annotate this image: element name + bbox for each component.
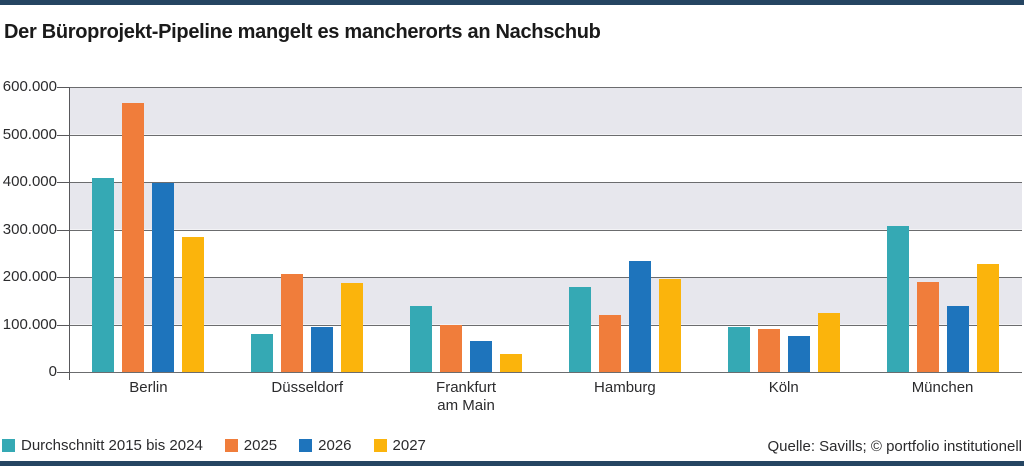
bar-group: [863, 87, 1022, 372]
legend-item: 2027: [373, 437, 426, 454]
y-tick-label: 0: [48, 363, 57, 380]
x-category-label: Frankfurt am Main: [387, 379, 546, 415]
legend-swatch-icon: [224, 439, 238, 452]
bar-group: [69, 87, 228, 372]
bar: [886, 225, 909, 372]
y-tick-label: 500.000: [2, 125, 57, 143]
bar: [976, 263, 999, 372]
bar: [410, 306, 433, 372]
bar: [311, 326, 334, 372]
gridline: [69, 324, 1022, 326]
x-category-label: Berlin: [69, 379, 228, 415]
gridline: [69, 87, 1022, 88]
legend-item: Durchschnitt 2015 bis 2024: [2, 437, 203, 454]
chart-title: Der Büroprojekt-Pipeline mangelt es manc…: [4, 21, 601, 43]
bar: [658, 278, 681, 372]
bar-group: [387, 87, 546, 372]
bar: [251, 334, 274, 372]
bar: [628, 261, 651, 372]
bar: [946, 305, 969, 372]
x-category-label-text: Köln: [768, 379, 799, 396]
legend-item: 2025: [224, 437, 278, 454]
bar: [152, 183, 175, 372]
legend-label: Durchschnitt 2015 bis 2024: [21, 437, 203, 454]
legend-label: 2025: [243, 437, 278, 454]
y-tick-label: 100.000: [2, 315, 57, 333]
y-tick-label: 400.000: [2, 173, 57, 190]
bar: [440, 324, 463, 372]
bottom-border: [0, 461, 1024, 466]
x-category-label: München: [863, 379, 1022, 415]
bar: [281, 273, 304, 372]
bar: [182, 236, 205, 372]
legend-swatch-icon: [373, 439, 387, 452]
gridline: [69, 229, 1022, 231]
bar: [916, 281, 939, 372]
bar: [817, 312, 840, 372]
bar: [598, 315, 621, 372]
y-tick: [57, 134, 69, 136]
bar: [470, 341, 493, 372]
x-category-label-text: Düsseldorf: [271, 379, 344, 396]
gridline: [69, 182, 1022, 183]
gridline: [69, 134, 1022, 136]
x-category-label: Düsseldorf: [228, 379, 387, 415]
y-tick-label: 200.000: [2, 268, 57, 285]
legend-label: 2027: [392, 437, 426, 454]
y-tick-label: 300.000: [2, 220, 57, 238]
y-tick: [57, 324, 69, 326]
x-category-label-text: Frankfurt am Main: [436, 379, 497, 414]
bar: [500, 353, 523, 372]
gridline: [69, 372, 1022, 373]
y-tick: [57, 372, 69, 373]
bar-group: [228, 87, 387, 372]
y-tick: [57, 87, 69, 88]
x-category-label-text: Hamburg: [594, 379, 656, 396]
bar: [92, 178, 115, 372]
legend-swatch-icon: [2, 439, 15, 452]
bar: [787, 336, 810, 372]
y-tick-label: 600.000: [2, 78, 57, 95]
bar-groups: [69, 87, 1022, 372]
bar: [122, 102, 145, 372]
bar: [727, 326, 750, 372]
y-tick: [57, 277, 69, 278]
x-category-label-text: München: [911, 379, 974, 396]
legend-label: 2026: [318, 437, 352, 454]
legend-swatch-icon: [299, 439, 313, 452]
gridline: [69, 277, 1022, 278]
y-tick: [57, 229, 69, 231]
legend-item: 2026: [299, 437, 352, 454]
bar: [341, 282, 364, 372]
source-note: Quelle: Savills; © portfolio institution…: [767, 438, 1022, 455]
y-tick: [57, 182, 69, 183]
y-axis-line: [69, 87, 70, 380]
x-category-label: Hamburg: [545, 379, 704, 415]
plot-area: [69, 87, 1022, 373]
legend: Durchschnitt 2015 bis 2024 2025 2026 2027: [2, 437, 426, 454]
bar-group: [545, 87, 704, 372]
x-category-label: Köln: [704, 379, 863, 415]
x-category-label-text: Berlin: [129, 379, 168, 396]
bar: [757, 329, 780, 372]
bar-group: [704, 87, 863, 372]
bar: [568, 286, 591, 372]
x-axis-labels: Berlin Düsseldorf Frankfurt am Main Hamburg…: [69, 379, 1022, 415]
top-border: [0, 0, 1024, 5]
